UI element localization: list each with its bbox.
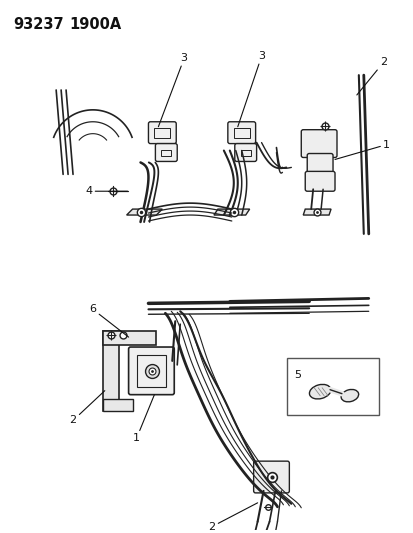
Text: 6: 6 [89, 304, 128, 337]
FancyBboxPatch shape [306, 154, 332, 175]
FancyBboxPatch shape [227, 122, 255, 143]
Bar [154, 128, 170, 138]
Bar [287, 358, 378, 416]
Text: 1: 1 [133, 394, 154, 443]
Polygon shape [303, 209, 330, 215]
Text: 4: 4 [85, 186, 127, 196]
Text: 2: 2 [69, 391, 104, 425]
FancyBboxPatch shape [304, 172, 334, 191]
Text: 1900A: 1900A [69, 17, 121, 31]
Polygon shape [214, 209, 249, 215]
Text: 3: 3 [158, 53, 187, 127]
FancyBboxPatch shape [253, 461, 289, 493]
FancyBboxPatch shape [301, 130, 336, 157]
FancyBboxPatch shape [155, 143, 177, 161]
Text: 3: 3 [237, 51, 264, 127]
Bar [136, 355, 166, 387]
Ellipse shape [340, 390, 358, 402]
Text: 1: 1 [334, 140, 389, 159]
Bar [240, 150, 250, 156]
FancyBboxPatch shape [128, 347, 174, 394]
Bar [161, 150, 171, 156]
Text: 5: 5 [294, 370, 301, 380]
Polygon shape [126, 209, 162, 215]
FancyBboxPatch shape [234, 143, 256, 161]
Text: 2: 2 [356, 57, 386, 95]
Bar [102, 399, 132, 410]
Ellipse shape [309, 384, 330, 399]
FancyBboxPatch shape [148, 122, 176, 143]
Bar [102, 331, 119, 410]
Bar [233, 128, 249, 138]
Text: 93237: 93237 [14, 17, 64, 31]
Text: 2: 2 [208, 503, 257, 531]
Bar [102, 331, 156, 345]
